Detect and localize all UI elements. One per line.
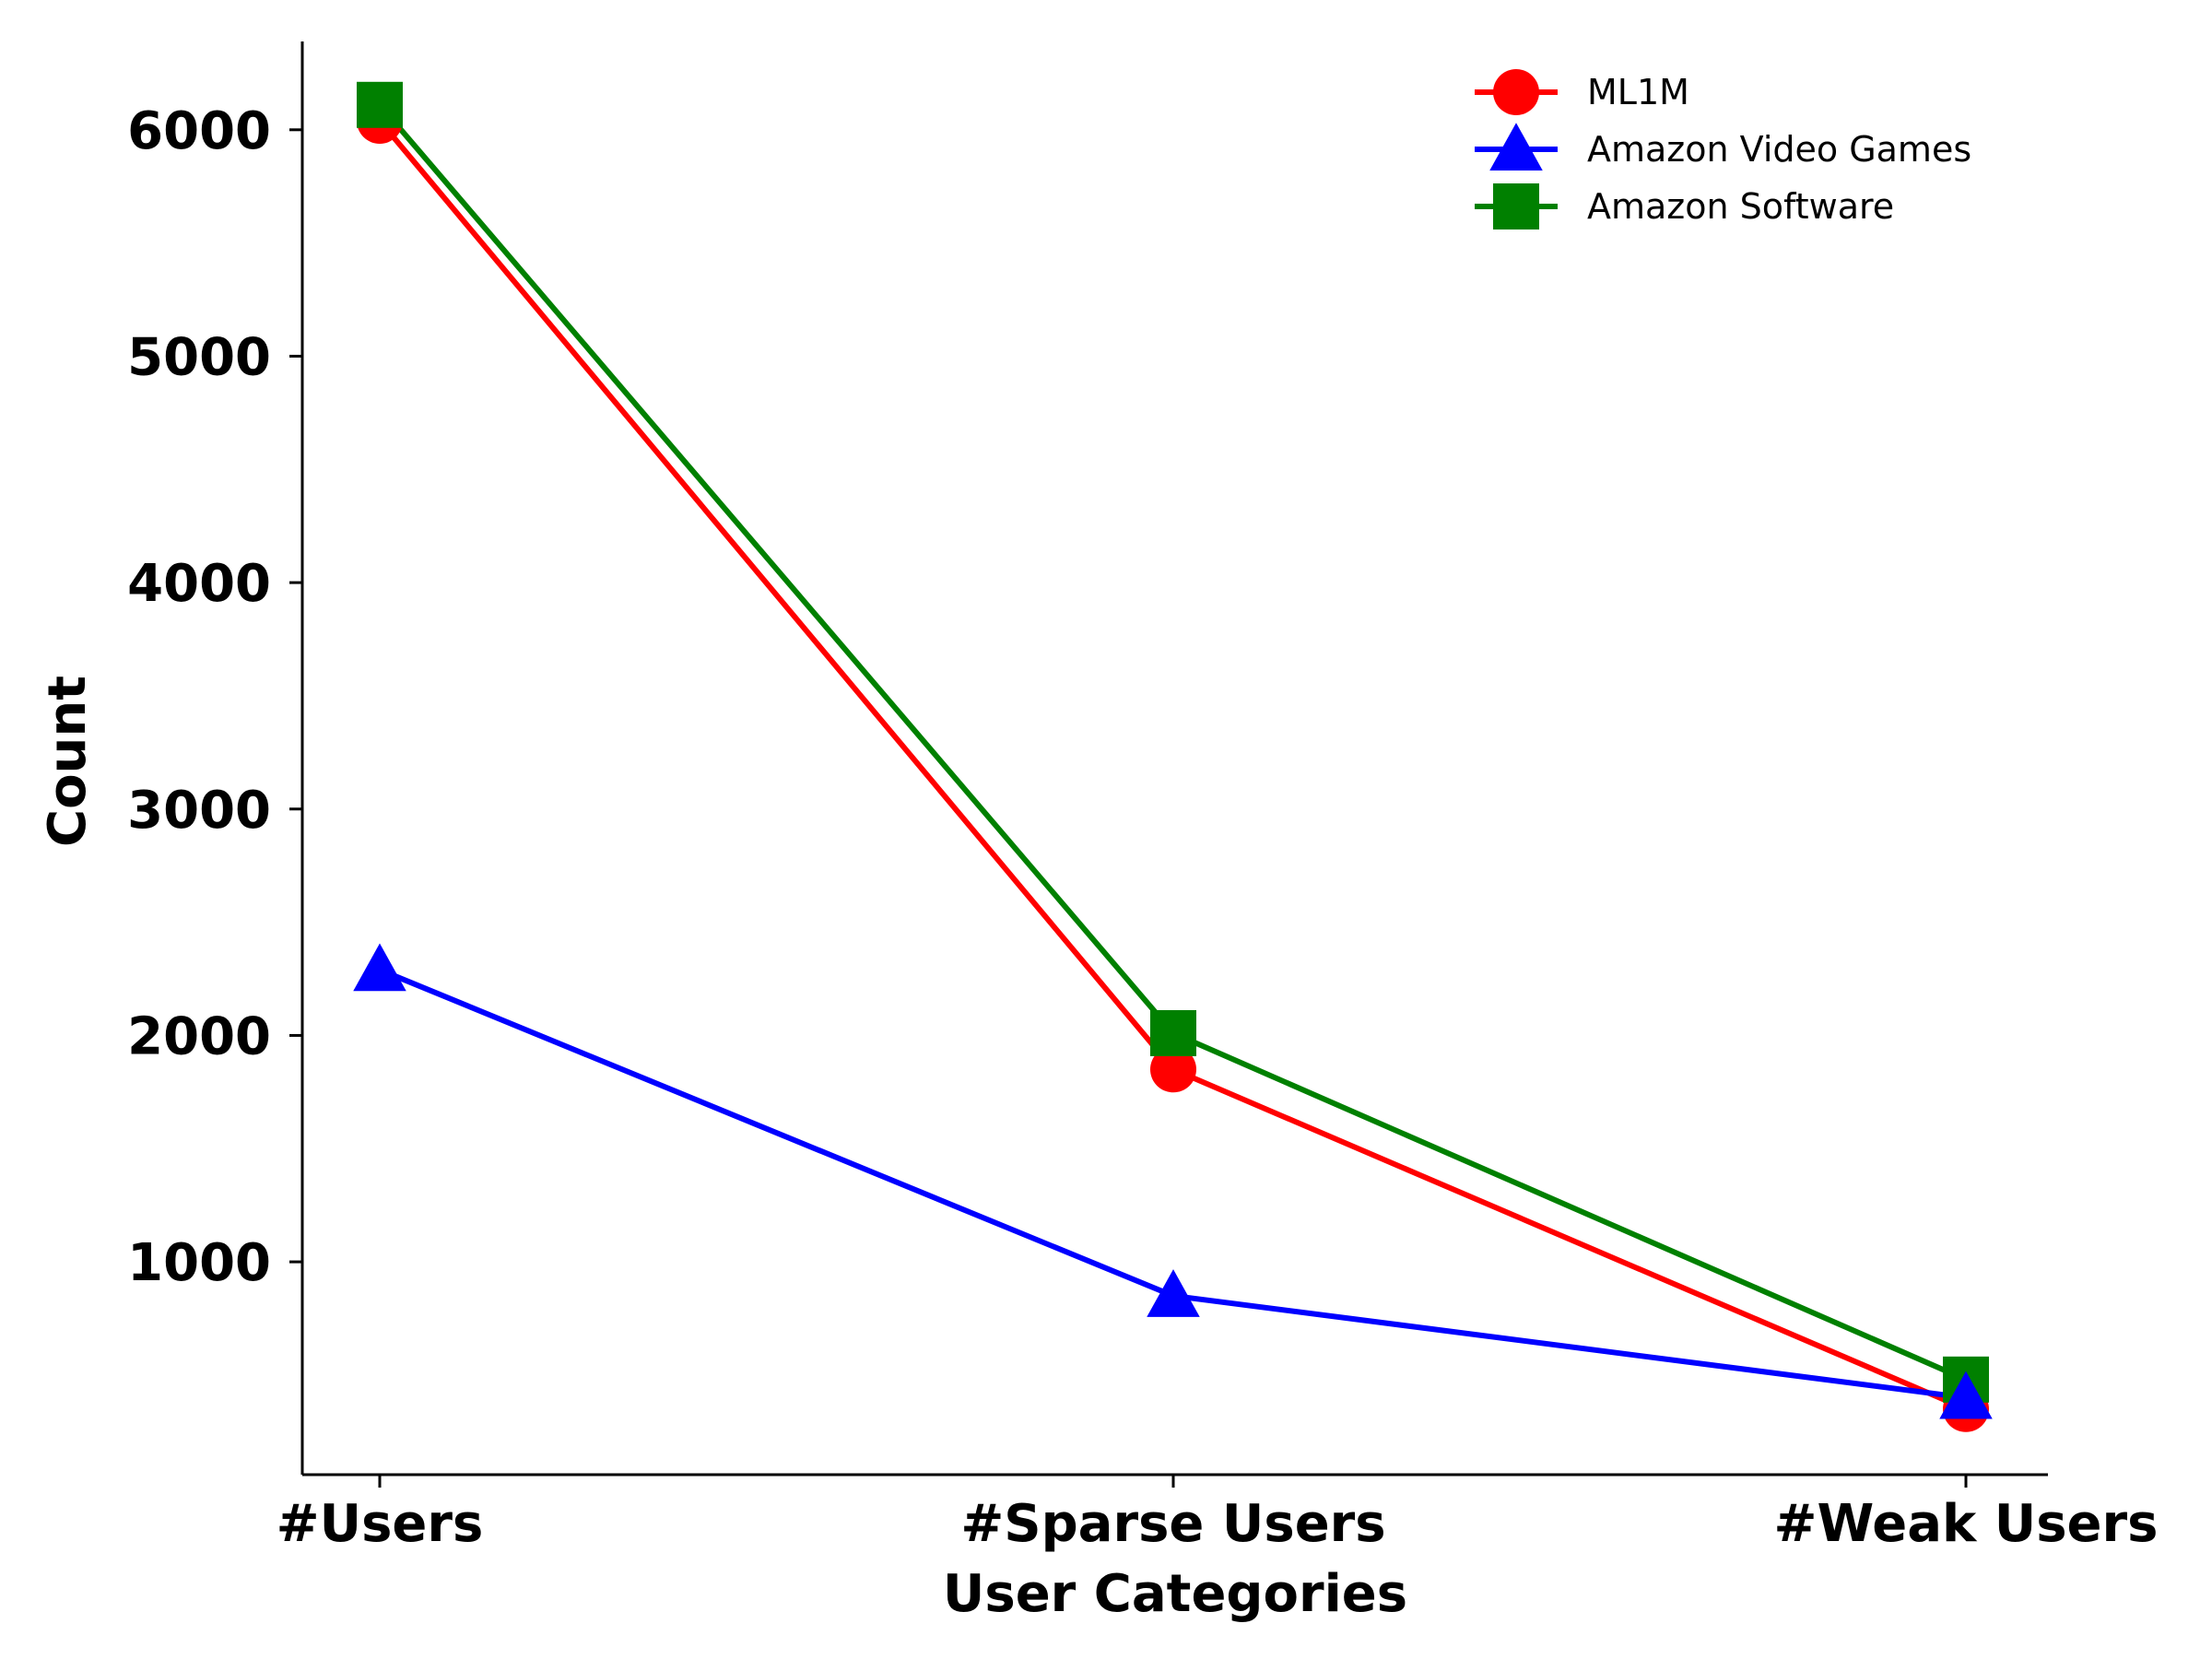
legend-marker bbox=[1489, 123, 1543, 171]
y-ticks: 1000 2000 3000 4000 5000 6000 bbox=[127, 101, 302, 1293]
y-tick-label: 2000 bbox=[127, 1006, 271, 1066]
data-point-marker bbox=[1147, 1269, 1200, 1317]
data-point-marker bbox=[357, 81, 403, 128]
data-point-marker bbox=[1939, 1371, 1993, 1419]
x-tick-label: #Sparse Users bbox=[960, 1494, 1385, 1554]
y-tick-label: 4000 bbox=[127, 554, 271, 614]
legend-marker bbox=[1493, 69, 1539, 115]
legend-marker bbox=[1493, 183, 1539, 229]
y-tick-label: 1000 bbox=[127, 1233, 271, 1293]
x-axis-title: User Categories bbox=[943, 1564, 1407, 1624]
x-ticks: #Users #Sparse Users #Weak Users bbox=[276, 1475, 2159, 1554]
data-point-marker bbox=[1150, 1009, 1196, 1056]
series-line bbox=[377, 102, 1968, 1382]
legend: ML1M Amazon Video Games Amazon Software bbox=[1475, 69, 1971, 229]
legend-label: Amazon Software bbox=[1587, 186, 1894, 227]
x-tick-label: #Weak Users bbox=[1774, 1494, 2159, 1554]
y-tick-label: 5000 bbox=[127, 327, 271, 387]
y-tick-label: 6000 bbox=[127, 101, 271, 161]
legend-label: Amazon Video Games bbox=[1587, 129, 1971, 170]
series-line bbox=[377, 119, 1968, 1412]
plot-markers bbox=[353, 81, 1993, 1432]
data-point-marker bbox=[353, 943, 406, 992]
y-axis-title: Count bbox=[38, 676, 98, 847]
y-tick-label: 3000 bbox=[127, 781, 271, 841]
x-tick-label: #Users bbox=[276, 1494, 484, 1554]
plot-lines bbox=[377, 102, 1968, 1412]
data-point-marker bbox=[1150, 1046, 1196, 1093]
legend-label: ML1M bbox=[1587, 72, 1689, 112]
